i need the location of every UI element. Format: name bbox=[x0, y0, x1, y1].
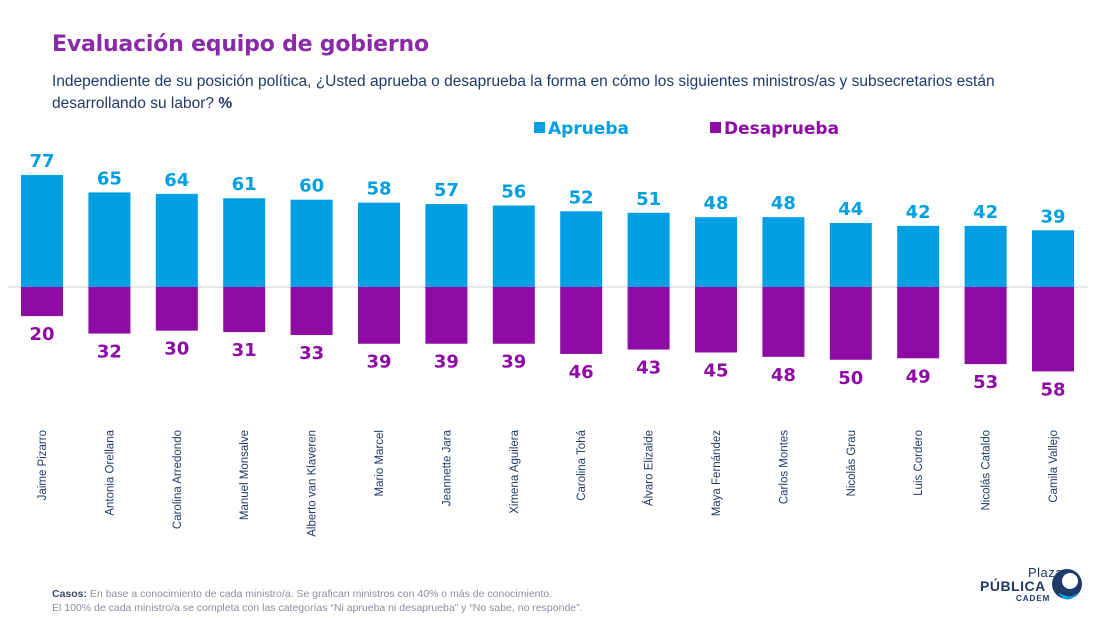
data-label-aprueba: 39 bbox=[1040, 206, 1065, 227]
bar-desaprueba bbox=[223, 287, 266, 333]
data-label-aprueba: 60 bbox=[299, 176, 324, 197]
category-label: Álvaro Elizalde bbox=[643, 430, 656, 506]
legend-label-aprueba: Aprueba bbox=[548, 119, 629, 139]
category-label: Antonia Orellana bbox=[104, 429, 116, 515]
bar-aprueba bbox=[964, 225, 1007, 287]
legend-swatch-aprueba bbox=[534, 122, 545, 133]
bar-desaprueba bbox=[88, 287, 131, 334]
data-label-desaprueba: 43 bbox=[636, 358, 661, 379]
data-label-desaprueba: 50 bbox=[838, 368, 863, 389]
data-label-desaprueba: 33 bbox=[299, 343, 324, 364]
bar-desaprueba bbox=[21, 287, 63, 317]
bar-desaprueba bbox=[897, 287, 940, 359]
data-label-aprueba: 56 bbox=[501, 182, 526, 203]
chart-title: Evaluación equipo de gobierno bbox=[52, 32, 429, 57]
bar-desaprueba bbox=[1032, 287, 1074, 372]
logo-mark-icon bbox=[1052, 569, 1082, 600]
logo-plaza: Plaza bbox=[1028, 565, 1064, 580]
logo-cadem: CADEM bbox=[1016, 594, 1051, 603]
bar-aprueba bbox=[492, 205, 535, 287]
plaza-publica-cadem-logo: Plaza PÚBLICA CADEM bbox=[978, 565, 1086, 609]
category-label: Ximena Aguilera bbox=[509, 429, 521, 513]
data-label-desaprueba: 45 bbox=[703, 360, 728, 381]
chart-subtitle: Independiente de su posición política, ¿… bbox=[52, 71, 1052, 115]
category-label: Carolina Arredondo bbox=[172, 430, 184, 529]
subtitle-text: Independiente de su posición política, ¿… bbox=[52, 73, 995, 112]
category-label: Maya Fernández bbox=[711, 430, 723, 517]
data-label-aprueba: 52 bbox=[569, 187, 594, 208]
data-label-aprueba: 77 bbox=[29, 151, 54, 172]
data-label-desaprueba: 39 bbox=[501, 352, 526, 373]
data-label-desaprueba: 53 bbox=[973, 372, 998, 393]
data-label-desaprueba: 39 bbox=[434, 352, 459, 373]
bar-aprueba bbox=[21, 174, 63, 287]
bar-aprueba bbox=[560, 211, 603, 287]
data-label-aprueba: 42 bbox=[973, 202, 998, 223]
data-label-aprueba: 48 bbox=[771, 193, 796, 214]
category-label: Luis Cordero bbox=[913, 430, 925, 496]
bar-desaprueba bbox=[829, 287, 872, 360]
legend-label-desaprueba: Desaprueba bbox=[724, 119, 839, 139]
bar-desaprueba bbox=[358, 287, 400, 344]
category-label: Alberto van Klaveren bbox=[307, 430, 319, 537]
category-label: Jaime Pizarro bbox=[37, 430, 49, 500]
subtitle-unit: % bbox=[218, 95, 233, 112]
bar-aprueba bbox=[425, 204, 468, 287]
bar-aprueba bbox=[627, 212, 670, 287]
bar-aprueba bbox=[155, 193, 198, 287]
category-label: Nicolás Grau bbox=[846, 430, 858, 496]
data-label-aprueba: 64 bbox=[164, 170, 189, 191]
bar-desaprueba bbox=[425, 287, 468, 344]
data-label-desaprueba: 31 bbox=[232, 340, 257, 361]
casos-label: Casos: bbox=[52, 588, 88, 600]
bar-aprueba bbox=[290, 199, 333, 287]
data-label-aprueba: 57 bbox=[434, 180, 459, 201]
category-label: Nicolás Cataldo bbox=[981, 430, 993, 511]
bar-aprueba bbox=[1032, 230, 1074, 287]
data-label-aprueba: 65 bbox=[97, 168, 122, 189]
logo-publica: PÚBLICA bbox=[980, 578, 1046, 594]
bar-desaprueba bbox=[492, 287, 535, 344]
bar-aprueba bbox=[829, 222, 872, 287]
data-label-desaprueba: 30 bbox=[164, 339, 189, 360]
bar-desaprueba bbox=[695, 287, 737, 353]
category-label: Carolina Tohá bbox=[576, 429, 588, 500]
bar-aprueba bbox=[897, 225, 940, 287]
data-label-desaprueba: 46 bbox=[569, 362, 594, 383]
category-label: Carlos Montes bbox=[778, 430, 790, 504]
bar-aprueba bbox=[88, 192, 131, 287]
data-label-aprueba: 58 bbox=[366, 179, 391, 200]
data-label-desaprueba: 49 bbox=[906, 366, 931, 387]
footer-note: El 100% de cada ministro/a se completa c… bbox=[52, 602, 583, 614]
category-label: Camila Vallejo bbox=[1048, 430, 1060, 503]
data-label-aprueba: 61 bbox=[232, 174, 257, 195]
bar-aprueba bbox=[358, 202, 400, 287]
data-label-desaprueba: 20 bbox=[29, 324, 54, 345]
bar-aprueba bbox=[762, 217, 805, 287]
bar-desaprueba bbox=[155, 287, 198, 331]
data-label-desaprueba: 32 bbox=[97, 342, 122, 363]
legend-swatch-desaprueba bbox=[710, 122, 721, 133]
category-label: Jeannette Jara bbox=[441, 429, 453, 506]
data-label-aprueba: 51 bbox=[636, 189, 661, 210]
bar-aprueba bbox=[695, 217, 737, 287]
bar-aprueba bbox=[223, 198, 266, 287]
category-label: Manuel Monsalve bbox=[239, 430, 251, 520]
data-label-aprueba: 42 bbox=[906, 202, 931, 223]
bar-desaprueba bbox=[560, 287, 603, 354]
bar-chart: Aprueba Desaprueba 77 20 Jaime Pizarro 65 32 An… bbox=[8, 119, 1088, 537]
data-label-desaprueba: 58 bbox=[1040, 379, 1065, 400]
data-label-aprueba: 48 bbox=[703, 193, 728, 214]
footer: Casos: En base a conocimiento de cada mi… bbox=[52, 587, 583, 615]
data-label-desaprueba: 48 bbox=[771, 365, 796, 386]
bar-desaprueba bbox=[627, 287, 670, 350]
bar-desaprueba bbox=[762, 287, 805, 357]
data-label-aprueba: 44 bbox=[838, 199, 863, 220]
footer-casos: Casos: En base a conocimiento de cada mi… bbox=[52, 587, 583, 601]
data-label-desaprueba: 39 bbox=[366, 352, 391, 373]
bar-desaprueba bbox=[964, 287, 1007, 365]
casos-text: En base a conocimiento de cada ministro/… bbox=[87, 588, 553, 600]
category-label: Mario Marcel bbox=[374, 430, 386, 496]
bar-desaprueba bbox=[290, 287, 333, 336]
